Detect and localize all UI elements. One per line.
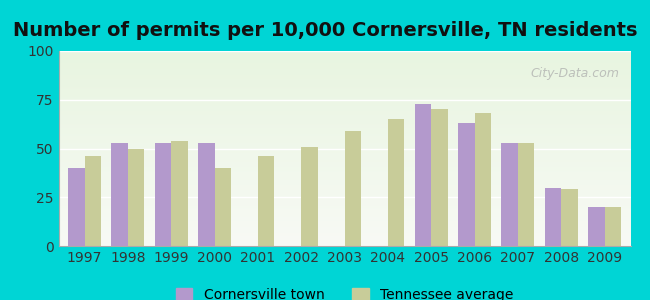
Bar xyxy=(344,131,361,246)
Text: Number of permits per 10,000 Cornersville, TN residents: Number of permits per 10,000 Cornersvill… xyxy=(13,21,637,40)
Bar xyxy=(518,142,534,246)
Legend: Cornersville town, Tennessee average: Cornersville town, Tennessee average xyxy=(176,288,514,300)
Bar xyxy=(501,142,518,246)
Bar xyxy=(545,188,561,246)
Bar xyxy=(588,207,604,246)
Bar xyxy=(155,142,171,246)
Bar xyxy=(68,168,84,246)
Bar xyxy=(301,146,318,246)
Bar xyxy=(415,103,431,246)
Bar xyxy=(458,123,474,246)
Bar xyxy=(84,156,101,246)
Bar xyxy=(258,156,274,246)
Bar xyxy=(604,207,621,246)
Bar xyxy=(198,142,214,246)
Text: City-Data.com: City-Data.com xyxy=(530,67,619,80)
Bar xyxy=(111,142,128,246)
Bar xyxy=(561,190,578,246)
Bar xyxy=(474,113,491,246)
Bar xyxy=(128,148,144,246)
Bar xyxy=(431,110,448,246)
Bar xyxy=(171,141,188,246)
Bar xyxy=(214,168,231,246)
Bar xyxy=(388,119,404,246)
